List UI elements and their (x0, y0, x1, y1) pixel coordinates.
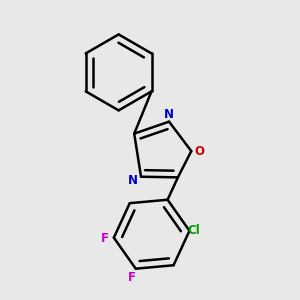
Text: Cl: Cl (188, 224, 200, 236)
Text: F: F (128, 271, 136, 284)
Text: N: N (164, 108, 174, 121)
Text: N: N (128, 173, 138, 187)
Text: O: O (194, 145, 205, 158)
Text: F: F (100, 232, 109, 245)
